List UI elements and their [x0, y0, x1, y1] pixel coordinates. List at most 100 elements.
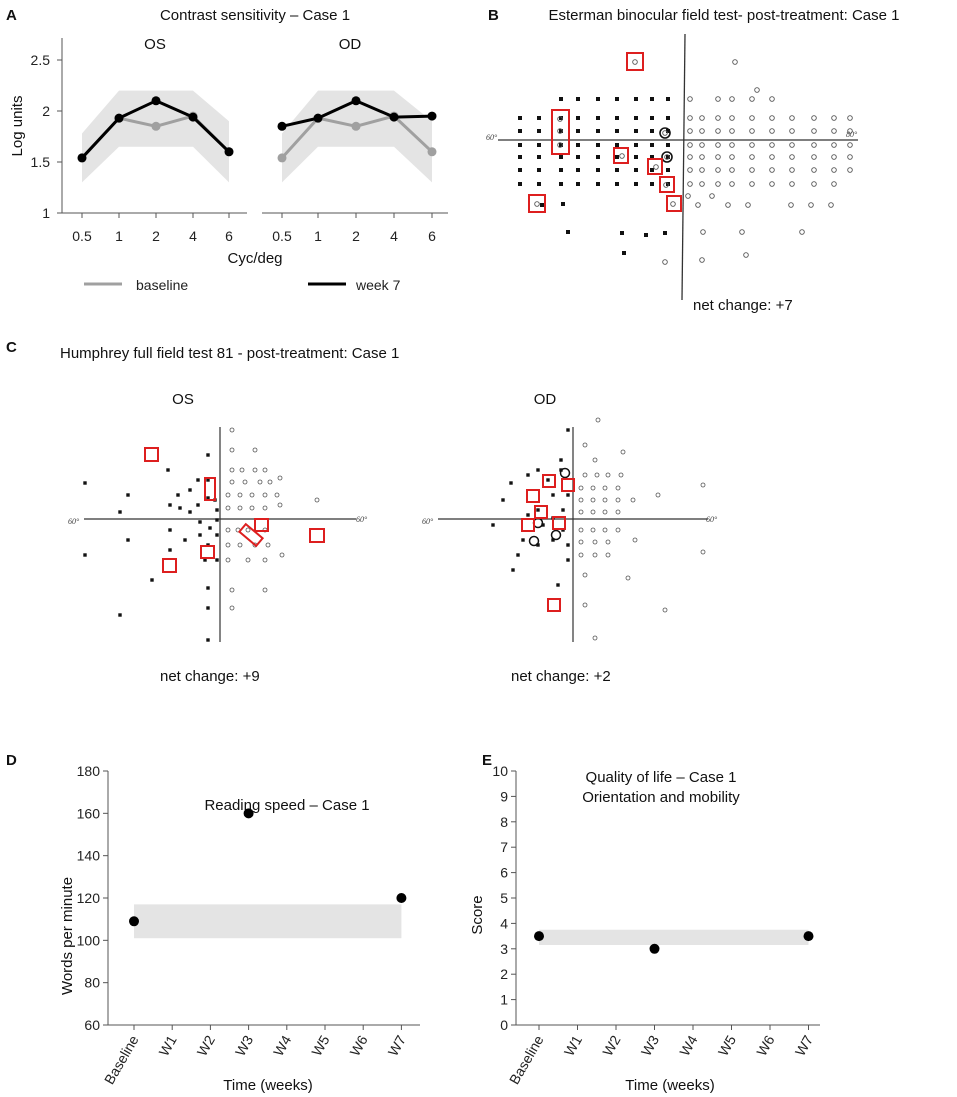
esterman-unseen-point [666, 129, 670, 133]
humphrey-os-unseen-point [118, 613, 122, 617]
humphrey-od-unseen-point [509, 481, 513, 485]
esterman-seen-point [687, 96, 693, 102]
esterman-seen-point [799, 229, 805, 235]
qol-y-tick-label: 9 [500, 788, 508, 804]
esterman-seen-point [687, 181, 693, 187]
reading-x-tick-label: W1 [155, 1032, 179, 1058]
esterman-seen-point [811, 128, 817, 134]
humphrey-od-seen-point [590, 527, 596, 533]
humphrey-od-seen-point [602, 485, 608, 491]
humphrey-od-unseen-point [559, 458, 563, 462]
esterman-unseen-point [650, 116, 654, 120]
humphrey-os-seen-point [229, 467, 235, 473]
esterman-unseen-point [576, 155, 580, 159]
esterman-unseen-point [518, 168, 522, 172]
contrast-y-tick-label: 2.5 [31, 52, 51, 68]
humphrey-os-unseen-point [208, 526, 212, 530]
contrast-title: Contrast sensitivity – Case 1 [160, 7, 350, 24]
reading-speed-chart: Reading speed – Case 1 Words per minute … [59, 763, 420, 1094]
humphrey-os-seen-point [262, 505, 268, 511]
qol-data-point [803, 931, 814, 942]
humphrey-od-seen-point [615, 527, 621, 533]
humphrey-os-seen-point [262, 492, 268, 498]
qol-x-tick-label: W5 [715, 1032, 739, 1058]
esterman-unseen-point [650, 182, 654, 186]
qol-x-tick-label: W1 [561, 1032, 585, 1058]
esterman-unseen-point [537, 129, 541, 133]
esterman-seen-point [729, 154, 735, 160]
humphrey-os-seen-point [262, 467, 268, 473]
reading-y-tick-label: 160 [77, 805, 101, 821]
esterman-seen-point [811, 142, 817, 148]
esterman-seen-point [769, 142, 775, 148]
esterman-seen-point [789, 167, 795, 173]
humphrey-os-unseen-point [215, 558, 219, 562]
esterman-seen-point [729, 181, 735, 187]
os-week7-point [188, 112, 198, 122]
esterman-seen-point [811, 115, 817, 121]
humphrey-os-unseen-point [150, 578, 154, 582]
esterman-v-axis [681, 33, 686, 301]
humphrey-os-unseen-point [206, 586, 210, 590]
humphrey-od-seen-point [590, 497, 596, 503]
esterman-unseen-point [559, 129, 563, 133]
humphrey-od-seen-point [662, 607, 668, 613]
esterman-unseen-point [663, 231, 667, 235]
esterman-unseen-point [615, 116, 619, 120]
esterman-unseen-point [518, 182, 522, 186]
panel-label-a: A [6, 7, 17, 24]
esterman-recovered-point [664, 154, 670, 160]
esterman-seen-point [808, 202, 814, 208]
humphrey-os-seen-point [225, 492, 231, 498]
humphrey-os-highlight-box [204, 477, 216, 501]
humphrey-os-unseen-point [126, 493, 130, 497]
humphrey-od-seen-point [578, 552, 584, 558]
esterman-recovered-point [670, 201, 676, 207]
esterman-unseen-point [634, 129, 638, 133]
humphrey-od-seen-point [632, 537, 638, 543]
humphrey-os-seen-point [237, 492, 243, 498]
contrast-y-label: Log units [9, 96, 26, 157]
humphrey-od-bold-point [550, 529, 562, 541]
esterman-recovered-point [663, 182, 669, 188]
panel-label-e: E [482, 752, 492, 769]
esterman-bold-point [659, 127, 671, 139]
humphrey-od-seen-point [620, 449, 626, 455]
esterman-seen-point [699, 115, 705, 121]
reading-x-tick-label: W5 [308, 1032, 332, 1058]
esterman-unseen-point [559, 143, 563, 147]
esterman-unseen-point [596, 116, 600, 120]
esterman-seen-point [715, 181, 721, 187]
esterman-seen-point [769, 154, 775, 160]
esterman-seen-point [725, 202, 731, 208]
reading-x-tick-label: W6 [346, 1032, 370, 1058]
esterman-seen-point [695, 202, 701, 208]
os-week7-point [151, 96, 161, 106]
humphrey-os-seen-point [242, 479, 248, 485]
esterman-seen-point [769, 128, 775, 134]
humphrey-os-unseen-point [196, 478, 200, 482]
esterman-seen-point [687, 167, 693, 173]
esterman-recovered-point [619, 153, 625, 159]
esterman-seen-point [699, 181, 705, 187]
qol-x-tick-label: Baseline [506, 1032, 547, 1087]
humphrey-od-seen-point [595, 417, 601, 423]
qol-x-label: Time (weeks) [625, 1077, 714, 1094]
os-week7-point [77, 153, 87, 163]
reading-x-tick-label: W3 [232, 1032, 256, 1058]
humphrey-os-unseen-point [83, 553, 87, 557]
humphrey-od-unseen-point [566, 428, 570, 432]
qol-y-tick-label: 7 [500, 839, 508, 855]
reading-y-tick-label: 180 [77, 763, 101, 779]
humphrey-os-highlight-box [254, 518, 269, 532]
contrast-y-tick-label: 2 [42, 103, 50, 119]
humphrey-od-seen-point [625, 575, 631, 581]
humphrey-od-seen-point [578, 509, 584, 515]
esterman-unseen-point [537, 155, 541, 159]
esterman-unseen-point [634, 168, 638, 172]
esterman-unseen-point [596, 129, 600, 133]
humphrey-od-seen-point [655, 492, 661, 498]
esterman-highlight-box [647, 158, 663, 175]
esterman-seen-point [687, 128, 693, 134]
